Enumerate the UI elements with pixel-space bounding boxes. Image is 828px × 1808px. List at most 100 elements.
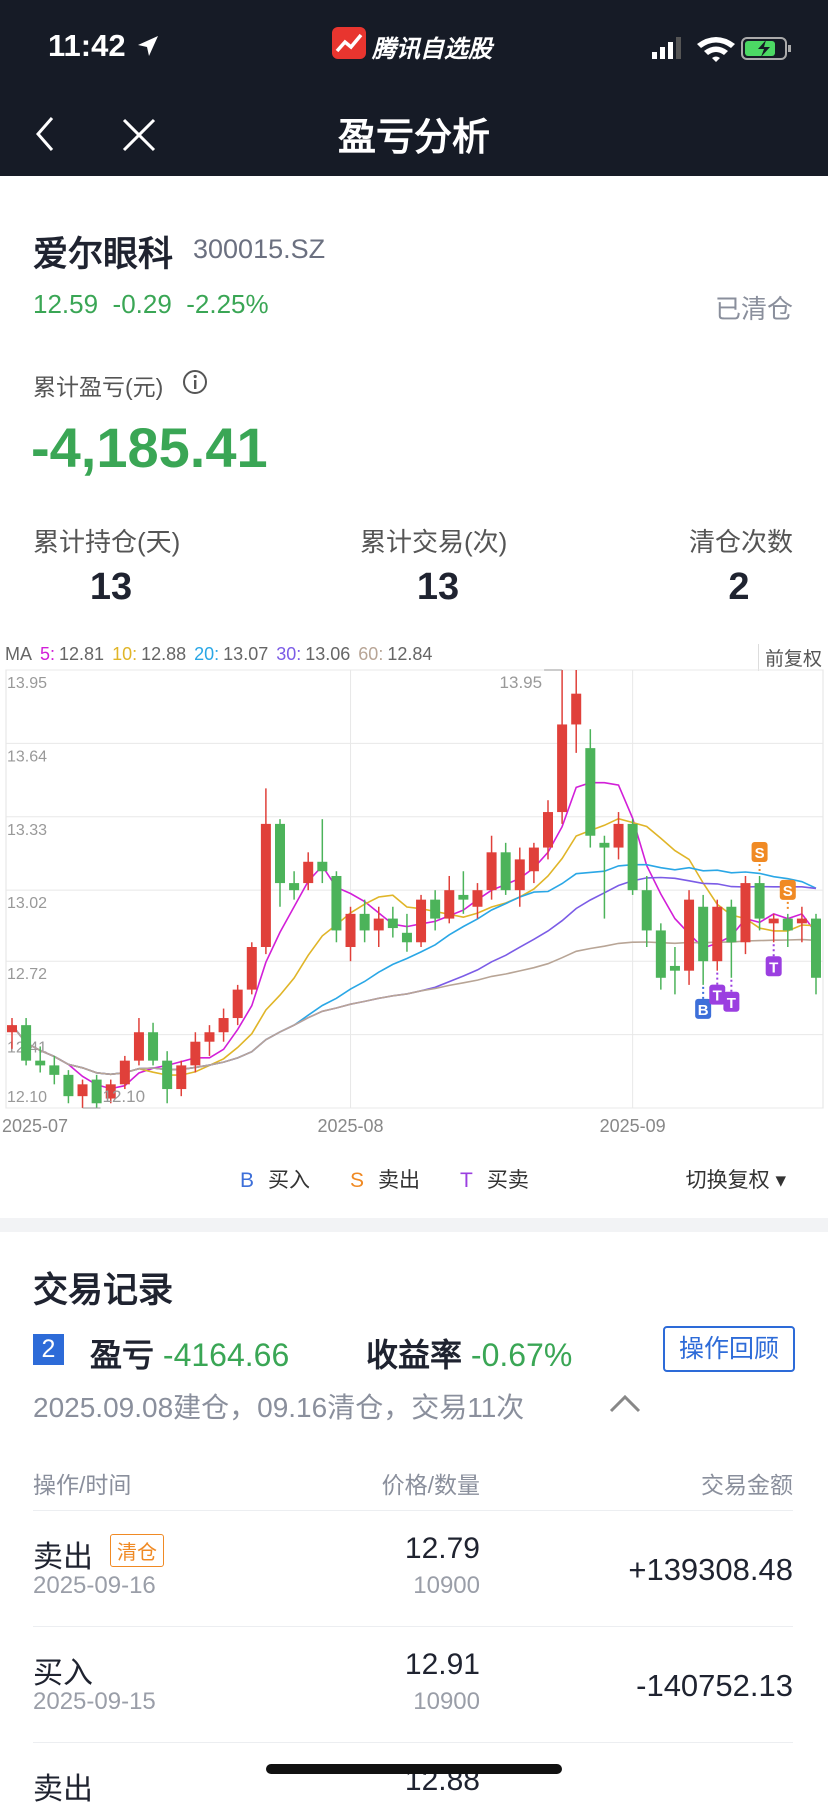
candle-body (218, 1018, 229, 1033)
row-price: 12.91 (404, 1648, 480, 1681)
candle-body (416, 899, 427, 943)
candle-body (345, 913, 356, 948)
stat-value: 13 (416, 566, 460, 608)
legend-symbol: S (350, 1169, 365, 1192)
ma-line (11, 938, 817, 1076)
candle-body (232, 989, 243, 1019)
candle-body (190, 1041, 201, 1066)
legend-symbol: B (240, 1169, 255, 1192)
low-label: 12.10 (103, 1087, 146, 1106)
candle-body (754, 883, 765, 919)
header-bar (0, 0, 828, 176)
candle-body (514, 859, 525, 891)
ma-value: 12.84 (387, 644, 433, 664)
x-tick-label: 2025-08 (317, 1116, 383, 1136)
trade-marker (695, 998, 712, 1019)
candle-body (528, 847, 539, 872)
ma-name: 5: (40, 644, 56, 664)
info-icon[interactable] (182, 369, 208, 395)
price-row: 12.59 -0.29 -2.25% (33, 289, 269, 320)
candle-body (176, 1065, 187, 1090)
candle-body (317, 861, 328, 872)
legend-label: 买入 (268, 1169, 311, 1192)
candle-body (768, 918, 779, 924)
candle-body (21, 1025, 32, 1061)
pnl-label: 累计盈亏(元) (33, 374, 164, 400)
status: 已清仓 (714, 294, 793, 324)
ma-legend: MA 5: 12.81 10: 12.88 20: 13.07 30: 13.06 60: 12.8… (5, 644, 432, 665)
switch-adjust[interactable]: 切换复权 ▾ (685, 1169, 786, 1192)
candle-body (359, 913, 370, 931)
ma-label: MA (5, 644, 32, 664)
switch-label[interactable]: 切换复权 (685, 1169, 770, 1192)
candle-body (740, 883, 751, 943)
stat-label: 清仓次数 (688, 527, 793, 557)
trade-marker-label: S (783, 883, 793, 900)
row-divider (33, 1742, 793, 1743)
trade-marker (765, 956, 782, 977)
candle-body (303, 861, 314, 884)
candle-body (669, 965, 680, 971)
round-return: 收益率 -0.67% (366, 1330, 572, 1376)
round-pnl: 盈亏 -4164.66 (90, 1330, 289, 1376)
row-qty: 10900 (413, 1688, 480, 1715)
home-indicator (266, 1764, 562, 1774)
table-header: 交易金额 (701, 1472, 793, 1498)
candle-body (486, 852, 497, 891)
stock-name: 爱尔眼科 (33, 235, 174, 274)
row-divider (33, 1510, 793, 1511)
candle-body (599, 842, 610, 848)
candle-body (726, 906, 737, 943)
status-icons (652, 37, 791, 62)
ma-line (11, 781, 817, 1090)
trade-marker-label: T (713, 988, 722, 1005)
candle-body (557, 724, 568, 813)
table-header: 价格/数量 (381, 1472, 480, 1498)
y-tick-label: 13.33 (7, 822, 47, 839)
y-tick-label: 13.02 (7, 895, 47, 912)
ma-line (11, 817, 817, 1076)
legend-label: 买卖 (486, 1169, 529, 1192)
trade-marker-label: T (769, 959, 778, 976)
candle-body (543, 812, 553, 848)
y-tick-label: 13.95 (7, 675, 47, 692)
stat-label: 累计交易(次) (360, 527, 508, 557)
review-button[interactable]: 操作回顾 (663, 1326, 795, 1372)
trade-marker-label: S (755, 845, 765, 862)
row-op: 卖出 (33, 1773, 93, 1806)
candle-body (444, 890, 455, 919)
legend-symbol: T (460, 1169, 473, 1192)
candle-body (91, 1079, 102, 1104)
high-label: 13.95 (500, 673, 543, 692)
stock-code: 300015.SZ (193, 234, 326, 264)
candle-body (430, 899, 441, 919)
candle-body (105, 1084, 116, 1099)
adjust-label[interactable]: 前复权 (757, 644, 822, 671)
collapse-icon[interactable] (608, 1392, 642, 1414)
app-logo (332, 27, 366, 59)
candle-body (63, 1074, 74, 1097)
ma-name: 60: (358, 644, 384, 664)
row-price: 12.79 (404, 1532, 480, 1565)
candle-body (796, 918, 807, 924)
table-header: 操作/时间 (33, 1472, 132, 1498)
ma-value: 13.07 (223, 644, 269, 664)
stat-value: 13 (89, 566, 133, 608)
candle-body (684, 899, 695, 971)
candle-body (162, 1060, 173, 1090)
row-date: 2025-09-15 (33, 1688, 156, 1715)
candle-body (77, 1084, 88, 1097)
trade-marker (723, 991, 740, 1012)
candle-body (35, 1060, 46, 1066)
nav-buttons[interactable] (30, 112, 170, 158)
candle-body (655, 930, 666, 978)
trade-marker-label: B (698, 1002, 709, 1019)
return-label: 收益率 (366, 1337, 463, 1373)
return: -0.67% (470, 1337, 573, 1373)
records-title: 交易记录 (33, 1271, 174, 1310)
y-tick-label: 12.72 (7, 966, 47, 983)
candle-body (782, 918, 793, 931)
row-op: 卖出 (33, 1541, 93, 1574)
ma-name: 20: (194, 644, 220, 664)
